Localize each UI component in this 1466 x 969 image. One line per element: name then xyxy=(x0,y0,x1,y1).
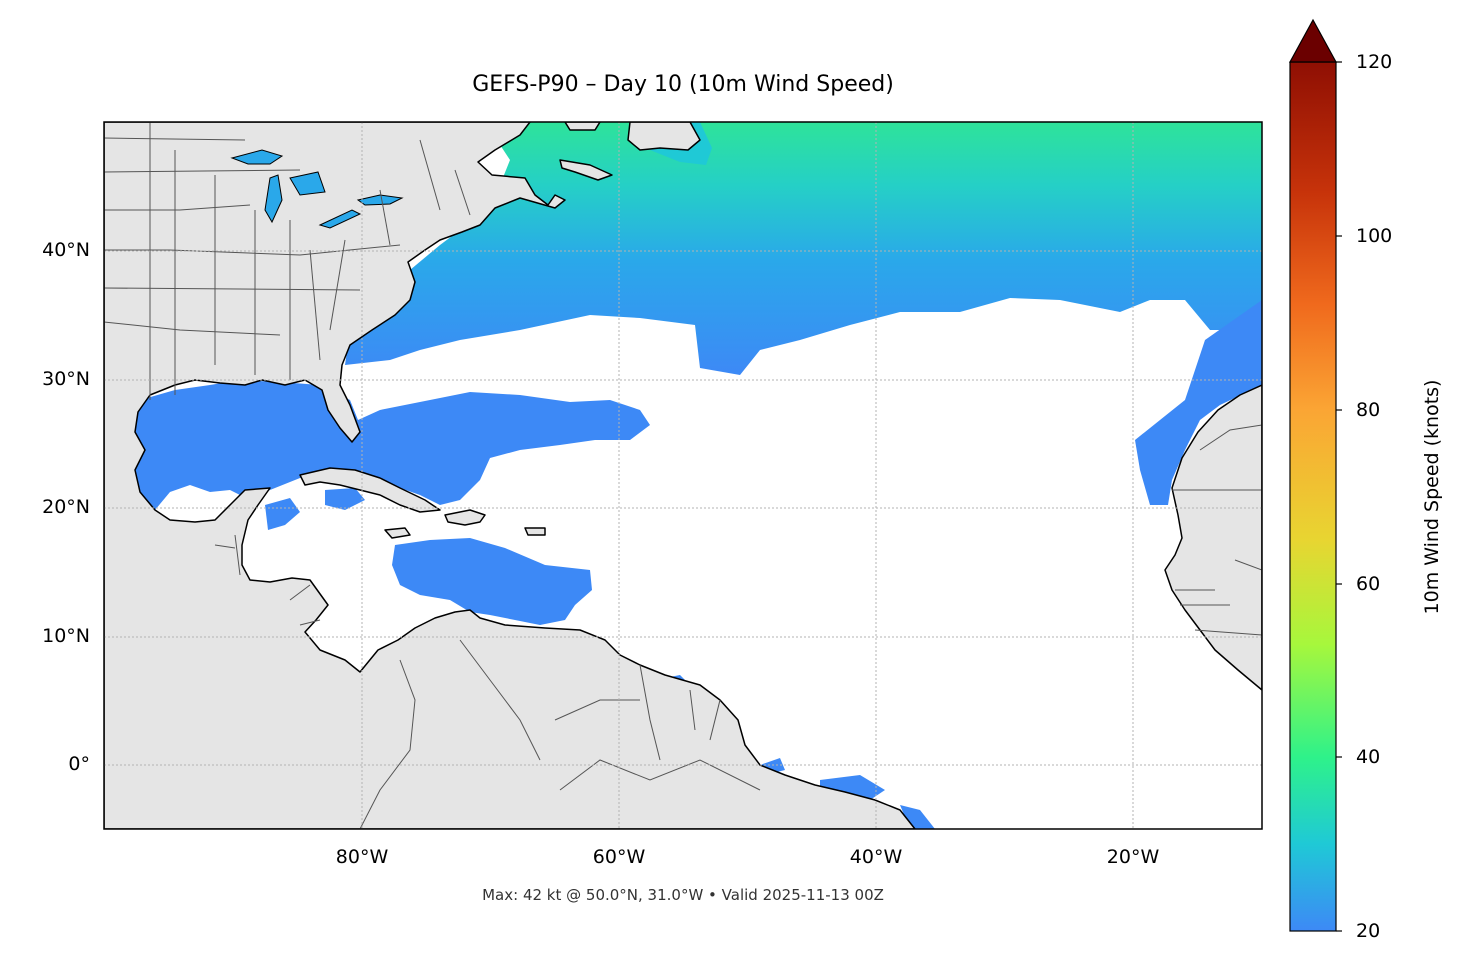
wind-patch-1 xyxy=(265,498,300,530)
lon-label-20w: 20°W xyxy=(1106,846,1160,868)
lat-label-20n: 20°N xyxy=(42,496,90,518)
colorbar-title: 10m Wind Speed (knots) xyxy=(1421,379,1443,615)
wind-gulf-of-mexico xyxy=(132,380,650,510)
lat-label-10n: 10°N xyxy=(42,625,90,647)
lon-label-40w: 40°W xyxy=(849,846,903,868)
lat-label-40n: 40°N xyxy=(42,239,90,261)
colorbar-tick-label-40: 40 xyxy=(1356,746,1381,768)
wind-patch-2 xyxy=(325,488,365,510)
wind-north-atlantic xyxy=(345,122,1262,375)
lon-label-60w: 60°W xyxy=(592,846,646,868)
colorbar-tick-label-80: 80 xyxy=(1356,399,1381,421)
colorbar-extend-arrow xyxy=(1288,18,1338,63)
map-title: GEFS-P90 – Day 10 (10m Wind Speed) xyxy=(472,72,894,97)
colorbar-body xyxy=(1289,61,1337,932)
colorbar-ticks xyxy=(1336,61,1342,932)
colorbar-tick-label-120: 120 xyxy=(1356,51,1393,73)
wind-canaries xyxy=(1135,300,1262,505)
wind-field xyxy=(132,122,1262,829)
political-borders xyxy=(104,122,1262,829)
map-frame xyxy=(103,121,1263,830)
lon-label-80w: 80°W xyxy=(335,846,389,868)
lat-label-30n: 30°N xyxy=(42,368,90,390)
lat-label-0: 0° xyxy=(68,753,90,775)
gridlines xyxy=(104,122,1262,829)
colorbar-tick-label-100: 100 xyxy=(1356,225,1393,247)
colorbar xyxy=(1288,18,1342,932)
map-footer: Max: 42 kt @ 50.0°N, 31.0°W • Valid 2025… xyxy=(482,886,884,904)
great-lakes xyxy=(230,149,404,229)
wind-caribbean xyxy=(392,538,592,625)
colorbar-tick-label-60: 60 xyxy=(1356,573,1381,595)
colorbar-tick-label-20: 20 xyxy=(1356,920,1381,942)
land xyxy=(104,122,1262,829)
